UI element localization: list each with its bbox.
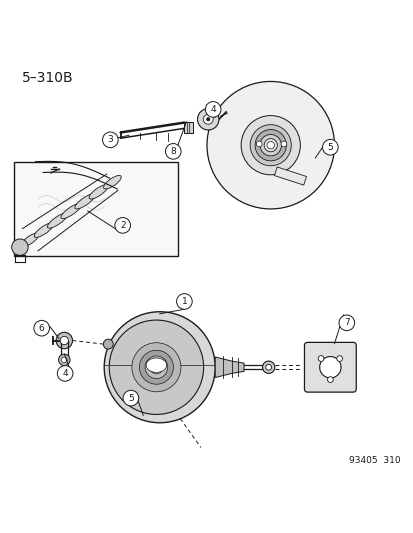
Circle shape xyxy=(153,364,159,370)
Circle shape xyxy=(61,357,67,363)
Circle shape xyxy=(176,294,192,309)
Circle shape xyxy=(56,332,72,349)
Circle shape xyxy=(145,356,167,378)
Circle shape xyxy=(109,320,203,415)
Circle shape xyxy=(150,361,163,374)
Circle shape xyxy=(336,356,342,361)
Circle shape xyxy=(254,130,286,161)
Text: 3: 3 xyxy=(107,135,113,144)
Ellipse shape xyxy=(21,233,39,246)
Circle shape xyxy=(60,336,68,345)
Circle shape xyxy=(327,377,332,383)
Ellipse shape xyxy=(61,203,81,219)
Circle shape xyxy=(322,140,337,155)
Ellipse shape xyxy=(89,184,108,199)
Bar xyxy=(14,161,178,256)
Circle shape xyxy=(318,356,323,361)
Circle shape xyxy=(104,312,215,423)
Circle shape xyxy=(165,143,180,159)
Circle shape xyxy=(58,354,70,366)
Circle shape xyxy=(256,141,261,147)
Ellipse shape xyxy=(75,194,95,209)
Circle shape xyxy=(338,315,354,330)
Polygon shape xyxy=(215,357,243,377)
Circle shape xyxy=(12,239,28,255)
Text: 7: 7 xyxy=(343,318,349,327)
Text: 6: 6 xyxy=(39,324,45,333)
Ellipse shape xyxy=(34,223,53,237)
Circle shape xyxy=(206,82,334,209)
Circle shape xyxy=(263,139,277,152)
Circle shape xyxy=(206,118,209,121)
Circle shape xyxy=(34,320,50,336)
FancyBboxPatch shape xyxy=(304,342,356,392)
Circle shape xyxy=(103,339,113,349)
Text: 5: 5 xyxy=(327,143,332,152)
Text: 4: 4 xyxy=(62,369,68,378)
Bar xyxy=(184,122,193,133)
Circle shape xyxy=(249,125,291,166)
Text: 5: 5 xyxy=(128,393,133,402)
Circle shape xyxy=(197,109,218,130)
Circle shape xyxy=(205,102,221,117)
Circle shape xyxy=(115,217,130,233)
Text: 8: 8 xyxy=(170,147,176,156)
Text: 4: 4 xyxy=(210,105,216,114)
Circle shape xyxy=(266,141,274,149)
Circle shape xyxy=(259,134,281,156)
Ellipse shape xyxy=(47,213,68,228)
Text: 5–310B: 5–310B xyxy=(22,71,74,85)
Text: 93405  310: 93405 310 xyxy=(348,456,399,465)
Ellipse shape xyxy=(146,358,166,373)
Circle shape xyxy=(280,141,286,147)
Circle shape xyxy=(123,390,138,406)
Circle shape xyxy=(57,366,73,381)
Polygon shape xyxy=(274,167,306,185)
Circle shape xyxy=(102,132,118,148)
Circle shape xyxy=(319,357,340,378)
Circle shape xyxy=(240,116,299,175)
Circle shape xyxy=(262,361,274,374)
Text: 2: 2 xyxy=(120,221,125,230)
Circle shape xyxy=(265,365,271,370)
Ellipse shape xyxy=(103,175,121,189)
Circle shape xyxy=(132,343,180,392)
Text: 1: 1 xyxy=(181,297,187,306)
Circle shape xyxy=(139,350,173,384)
Circle shape xyxy=(203,115,213,124)
